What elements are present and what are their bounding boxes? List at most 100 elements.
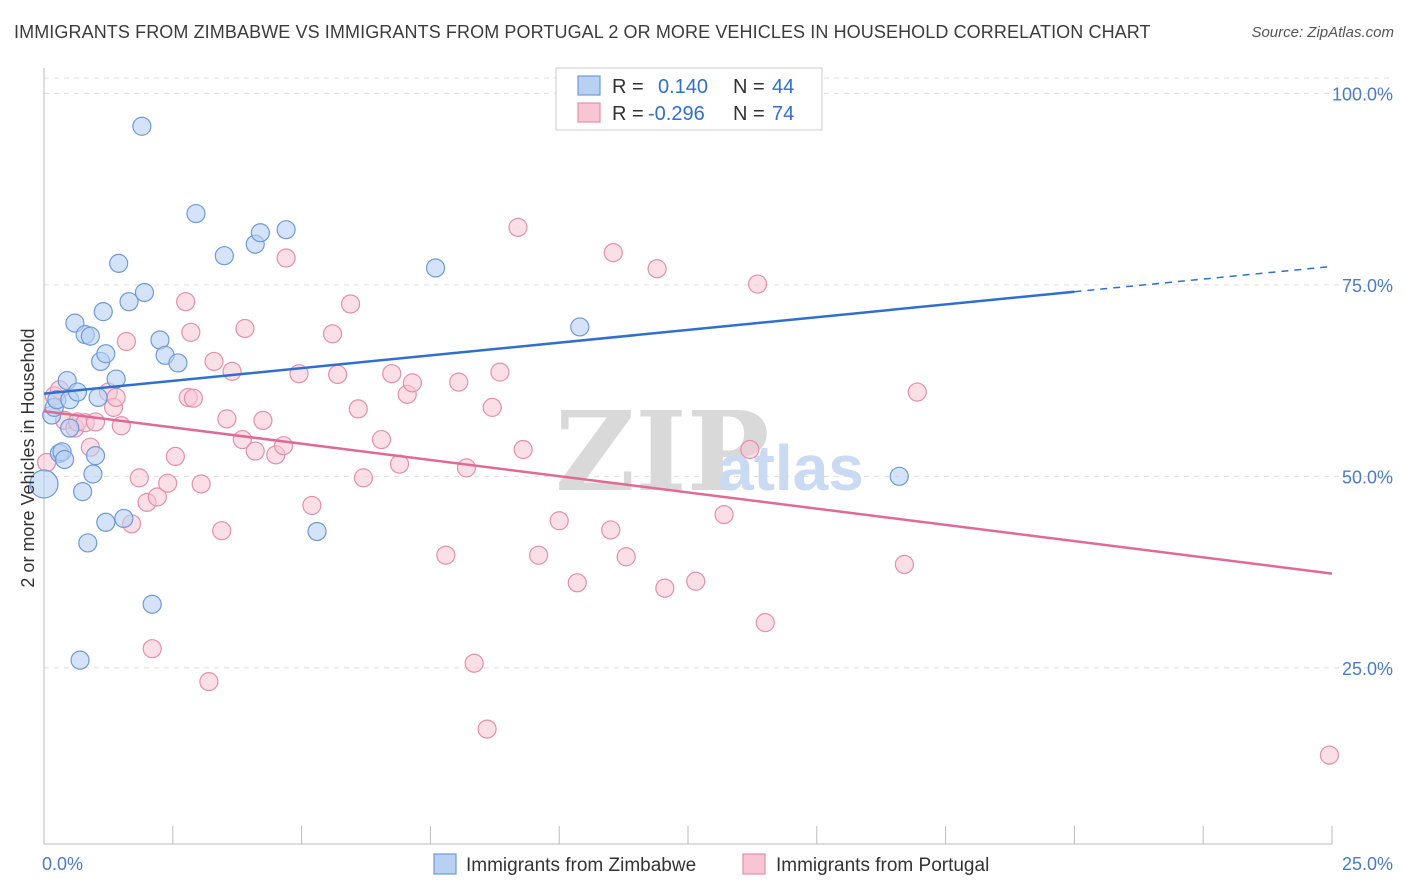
data-point-portugal bbox=[567, 573, 587, 593]
data-point-portugal bbox=[302, 495, 322, 516]
data-point-portugal bbox=[212, 521, 232, 541]
bottom-legend-portugal: Immigrants from Portugal bbox=[776, 855, 989, 876]
data-point-zimbabwe bbox=[55, 449, 75, 470]
data-point-zimbabwe bbox=[29, 469, 59, 499]
data-point-portugal bbox=[165, 446, 185, 467]
data-point-portugal bbox=[490, 362, 510, 382]
data-point-portugal bbox=[142, 639, 162, 659]
data-point-portugal bbox=[1319, 745, 1340, 765]
y-axis-label: 2 or more Vehicles in Household bbox=[18, 328, 38, 587]
y-tick-label: 50.0% bbox=[1342, 467, 1393, 487]
data-point-portugal bbox=[181, 322, 201, 342]
data-point-zimbabwe bbox=[109, 253, 129, 273]
data-point-zimbabwe bbox=[85, 446, 106, 466]
data-point-portugal bbox=[616, 547, 636, 567]
watermark-atlas: atlas bbox=[718, 432, 864, 504]
data-point-zimbabwe bbox=[78, 533, 98, 553]
data-point-portugal bbox=[276, 248, 296, 268]
data-point-portugal bbox=[158, 473, 178, 493]
legend-portugal-r-value: -0.296 bbox=[648, 103, 705, 125]
bottom-legend-swatch-zimbabwe bbox=[433, 853, 457, 875]
data-point-zimbabwe bbox=[96, 512, 116, 532]
data-point-portugal bbox=[147, 487, 167, 507]
data-point-portugal bbox=[204, 351, 224, 372]
data-point-portugal bbox=[714, 505, 734, 525]
data-point-portugal bbox=[464, 653, 484, 673]
data-point-portugal bbox=[686, 571, 706, 591]
data-point-portugal bbox=[217, 409, 237, 429]
data-point-portugal bbox=[549, 511, 569, 531]
data-point-portugal bbox=[482, 397, 502, 417]
y-tick-label: 25.0% bbox=[1342, 659, 1393, 679]
legend-portugal-r-label: R = bbox=[612, 103, 644, 125]
data-point-portugal bbox=[116, 331, 137, 352]
data-point-portugal bbox=[176, 292, 196, 312]
correlation-legend: R = 0.140 N = 44 R = -0.296 N = 74 bbox=[555, 67, 823, 131]
data-point-portugal bbox=[747, 274, 768, 294]
y-tick-label: 100.0% bbox=[1332, 84, 1393, 104]
data-point-portugal bbox=[647, 259, 667, 279]
data-point-portugal bbox=[402, 373, 422, 393]
data-point-portugal bbox=[894, 554, 914, 575]
series-zimbabwe-points bbox=[29, 116, 909, 670]
data-point-zimbabwe bbox=[214, 246, 234, 266]
data-point-portugal bbox=[340, 294, 361, 314]
x-tick-label-end: 25.0% bbox=[1342, 854, 1393, 874]
data-point-portugal bbox=[456, 458, 477, 478]
data-point-portugal bbox=[907, 382, 927, 402]
chart-source: Source: ZipAtlas.com bbox=[1251, 24, 1394, 41]
data-point-zimbabwe bbox=[570, 317, 590, 337]
data-point-zimbabwe bbox=[889, 466, 909, 486]
data-point-zimbabwe bbox=[425, 258, 446, 278]
data-point-portugal bbox=[382, 364, 402, 384]
data-point-zimbabwe bbox=[83, 464, 103, 484]
data-point-portugal bbox=[449, 372, 469, 392]
data-point-portugal bbox=[328, 364, 348, 385]
data-point-portugal bbox=[508, 217, 528, 237]
data-point-zimbabwe bbox=[93, 302, 113, 322]
series-legend: Immigrants from Zimbabwe Immigrants from… bbox=[433, 853, 989, 876]
bottom-legend-zimbabwe: Immigrants from Zimbabwe bbox=[466, 855, 696, 876]
data-point-portugal bbox=[477, 719, 497, 739]
legend-zimbabwe-r-label: R = bbox=[612, 76, 644, 98]
tick-labels: 25.0% 50.0% 75.0% 100.0% 0.0% 25.0% bbox=[42, 84, 1393, 874]
legend-zimbabwe-n-label: N = bbox=[733, 76, 765, 98]
bottom-legend-swatch-portugal bbox=[742, 853, 766, 875]
data-point-portugal bbox=[371, 429, 392, 450]
y-tick-label: 75.0% bbox=[1342, 276, 1393, 296]
data-point-zimbabwe bbox=[60, 418, 80, 438]
data-point-zimbabwe bbox=[70, 650, 90, 670]
legend-swatch-zimbabwe bbox=[577, 75, 601, 96]
x-tick-label-start: 0.0% bbox=[42, 854, 83, 874]
data-point-portugal bbox=[245, 441, 265, 461]
data-point-zimbabwe bbox=[96, 344, 116, 364]
legend-zimbabwe-r-value: 0.140 bbox=[658, 76, 708, 98]
data-point-portugal bbox=[353, 468, 374, 488]
legend-zimbabwe-n-value: 44 bbox=[772, 76, 794, 98]
data-point-portugal bbox=[436, 545, 456, 565]
data-point-portugal bbox=[601, 520, 621, 540]
chart-title: IMMIGRANTS FROM ZIMBABWE VS IMMIGRANTS F… bbox=[14, 22, 1151, 42]
data-point-zimbabwe bbox=[168, 353, 188, 373]
trendline-zimbabwe bbox=[43, 290, 1075, 395]
data-point-zimbabwe bbox=[142, 594, 162, 614]
data-point-zimbabwe bbox=[186, 203, 206, 224]
trend-lines bbox=[43, 265, 1333, 575]
legend-portugal-n-label: N = bbox=[733, 103, 765, 125]
watermark-zip: ZIP bbox=[555, 387, 769, 516]
data-point-portugal bbox=[106, 387, 126, 408]
data-point-zimbabwe bbox=[80, 326, 100, 346]
data-point-portugal bbox=[655, 578, 675, 598]
legend-swatch-portugal bbox=[577, 102, 601, 123]
trendline-zimbabwe-extension bbox=[1074, 265, 1333, 293]
data-point-portugal bbox=[85, 412, 106, 432]
data-point-portugal bbox=[199, 672, 219, 692]
data-point-zimbabwe bbox=[276, 220, 296, 240]
data-point-portugal bbox=[740, 439, 760, 460]
data-point-portugal bbox=[755, 613, 775, 633]
data-point-zimbabwe bbox=[88, 387, 108, 408]
data-point-portugal bbox=[603, 243, 623, 263]
data-point-portugal bbox=[183, 388, 204, 408]
data-point-zimbabwe bbox=[132, 116, 152, 136]
